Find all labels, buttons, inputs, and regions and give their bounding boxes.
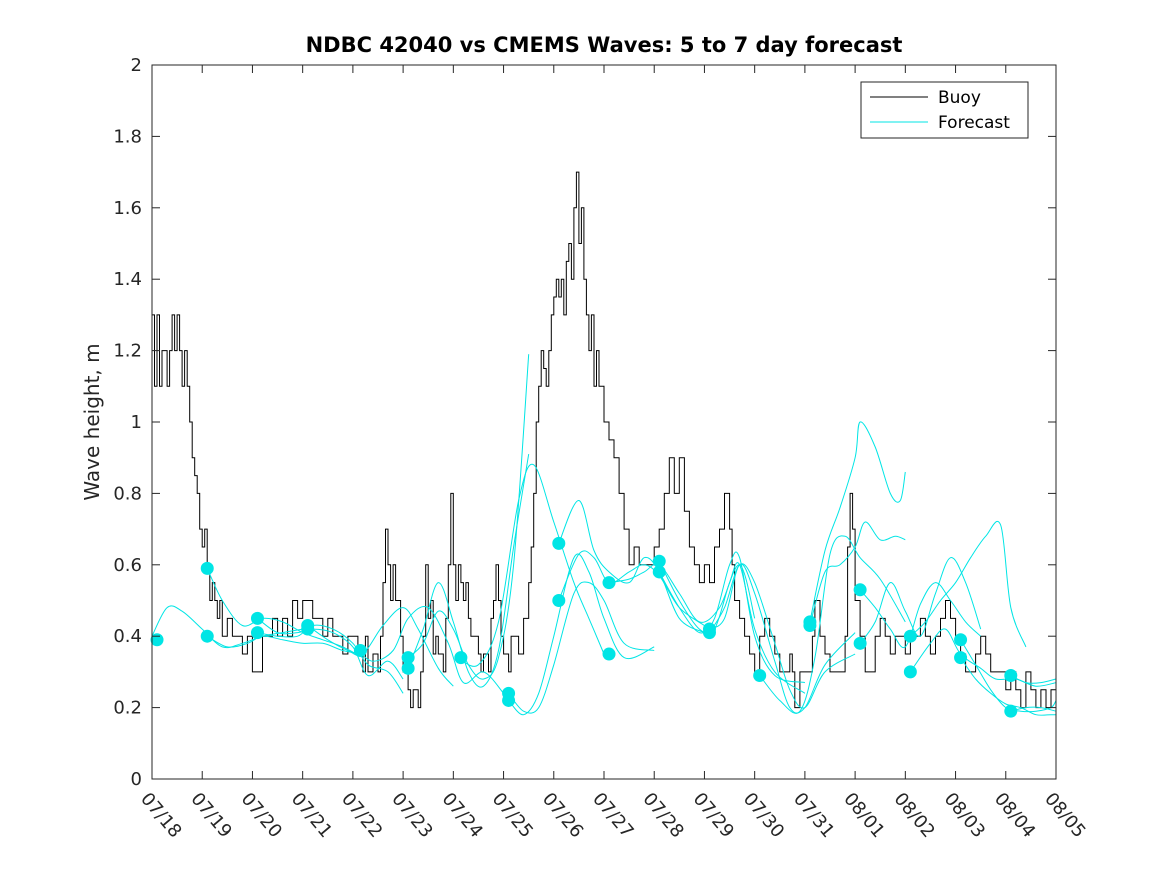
y-tick-label: 1 (131, 412, 142, 433)
forecast-line (658, 560, 806, 694)
x-tick-label: 07/31 (789, 789, 838, 842)
forecast-line (1010, 706, 1057, 712)
forecast-marker (853, 583, 867, 597)
forecast-marker (903, 665, 917, 679)
forecast-line (206, 568, 364, 659)
forecast-marker (454, 651, 468, 665)
forecast-marker (552, 594, 566, 607)
forecast-line (709, 563, 856, 714)
forecast-marker (502, 693, 516, 707)
x-tick-label: 07/22 (337, 789, 386, 842)
forecast-line (407, 354, 530, 680)
forecast-line (151, 605, 303, 649)
forecast-line (1010, 675, 1057, 684)
y-tick-label: 1.8 (113, 126, 142, 147)
forecast-line (257, 617, 404, 680)
legend-box (860, 81, 1029, 139)
x-tick-label: 08/01 (839, 789, 888, 842)
forecast-marker (200, 629, 214, 643)
forecast-marker (1004, 704, 1018, 718)
forecast-line (508, 553, 655, 716)
forecast-line (206, 635, 363, 655)
legend-forecast-label: Forecast (938, 113, 1010, 133)
forecast-marker (652, 565, 666, 579)
x-tick-label: 07/25 (488, 789, 537, 842)
forecast-marker (803, 618, 817, 632)
x-tick-label: 07/20 (237, 789, 286, 842)
forecast-line (558, 550, 705, 626)
x-tick-label: 08/02 (890, 789, 939, 842)
x-tick-label: 07/23 (387, 789, 436, 842)
y-tick-label: 2 (131, 55, 142, 76)
forecast-marker (903, 629, 917, 643)
x-tick-label: 07/21 (287, 789, 336, 842)
chart-title: NDBC 42040 vs CMEMS Waves: 5 to 7 day fo… (306, 33, 903, 57)
x-tick-label: 07/30 (739, 789, 788, 842)
forecast-line (658, 551, 806, 684)
forecast-marker (954, 633, 968, 647)
y-tick-label: 0.2 (113, 698, 142, 719)
forecast-marker (753, 668, 767, 682)
x-tick-label: 07/26 (538, 789, 587, 842)
y-tick-label: 0.4 (113, 626, 142, 647)
forecast-line (909, 628, 1057, 687)
forecast-line (307, 607, 454, 687)
forecast-marker (353, 643, 367, 657)
y-tick-label: 1.6 (113, 198, 142, 219)
x-tick-label: 07/18 (136, 789, 185, 842)
forecast-line (407, 454, 530, 688)
forecast-marker (602, 576, 616, 590)
x-tick-label: 08/03 (940, 789, 989, 842)
y-axis: 0 0.2 0.4 0.6 0.8 1 1.2 1.4 1.6 1.8 2 (113, 55, 1056, 790)
forecast-line (458, 463, 605, 667)
x-tick-label: 08/05 (1040, 789, 1089, 842)
forecast-marker (200, 561, 214, 575)
x-tick-label: 08/04 (990, 789, 1039, 842)
forecast-line (859, 582, 982, 649)
forecast-line (809, 421, 906, 623)
y-axis-label: Wave height, m (80, 343, 104, 500)
legend-buoy-label: Buoy (938, 88, 981, 108)
x-tick-label: 07/19 (186, 789, 235, 842)
forecast-marker (954, 651, 968, 665)
y-tick-label: 1.2 (113, 341, 142, 362)
y-tick-label: 0 (131, 769, 142, 790)
forecast-marker (301, 622, 315, 636)
forecast-marker (250, 626, 264, 640)
forecast-marker (250, 611, 264, 625)
forecast-line (608, 563, 756, 623)
x-tick-label: 07/28 (638, 789, 687, 842)
forecast-marker (401, 661, 415, 675)
x-tick-label: 07/27 (588, 789, 637, 842)
forecast-line (357, 606, 504, 694)
forecast-line (508, 581, 655, 714)
forecast-line (759, 535, 906, 714)
x-tick-label: 07/29 (689, 789, 738, 842)
forecast-marker (702, 626, 716, 640)
forecast-marker (602, 647, 616, 661)
forecast-marker (1004, 668, 1018, 682)
forecast-line (809, 521, 906, 626)
x-tick-label: 07/24 (438, 789, 487, 842)
forecast-marker (652, 554, 666, 568)
legend: Buoy Forecast (860, 81, 1029, 139)
forecast-marker (853, 636, 867, 650)
forecast-marker (552, 536, 566, 550)
forecast-line (558, 499, 705, 634)
forecast-line (859, 557, 982, 644)
forecast-line (910, 520, 1027, 648)
forecast-markers (150, 536, 1018, 718)
y-tick-label: 0.6 (113, 555, 142, 576)
y-tick-label: 0.8 (113, 483, 142, 504)
forecast-marker (401, 651, 415, 665)
forecast-line (709, 563, 856, 709)
forecast-line (257, 624, 404, 694)
forecast-series (151, 354, 1057, 716)
y-tick-label: 1.4 (113, 269, 142, 290)
